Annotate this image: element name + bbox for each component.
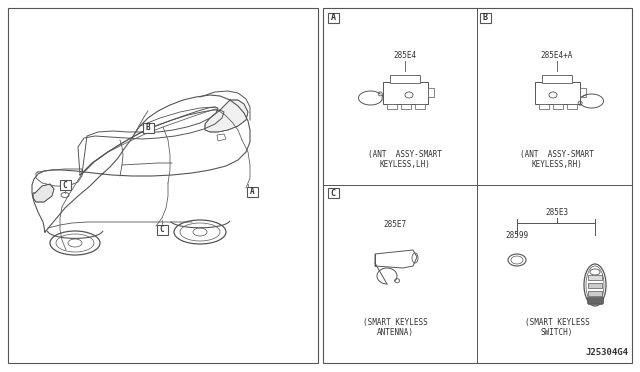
Text: 285E4: 285E4 (394, 51, 417, 60)
Text: C: C (330, 189, 335, 198)
Bar (588, 299, 602, 304)
Bar (553, 104, 563, 109)
Text: 28599: 28599 (506, 231, 529, 240)
Bar (8, 8, 318, 363)
Bar (328, 13, 339, 23)
Text: A: A (330, 13, 335, 22)
Bar (143, 123, 154, 133)
Text: 285E4+A: 285E4+A (541, 51, 573, 60)
Text: A: A (250, 187, 254, 196)
Text: B: B (483, 13, 488, 22)
Bar (587, 297, 603, 303)
Bar (567, 104, 577, 109)
Bar (401, 104, 411, 109)
Text: C: C (63, 180, 67, 189)
Text: 285E3: 285E3 (545, 208, 568, 217)
Text: (ANT  ASSY-SMART: (ANT ASSY-SMART (368, 150, 442, 159)
Text: J25304G4: J25304G4 (585, 348, 628, 357)
Bar (588, 275, 602, 280)
Polygon shape (33, 184, 54, 202)
Text: ANTENNA): ANTENNA) (376, 328, 413, 337)
Bar (588, 283, 602, 288)
Text: (ANT  ASSY-SMART: (ANT ASSY-SMART (520, 150, 594, 159)
Bar (387, 104, 397, 109)
Bar (328, 188, 339, 198)
Bar (246, 187, 257, 197)
Bar (157, 225, 168, 235)
Text: (SMART KEYLESS: (SMART KEYLESS (363, 318, 428, 327)
Bar (539, 104, 549, 109)
Bar (579, 88, 586, 97)
Text: KEYLESS,LH): KEYLESS,LH) (380, 160, 431, 169)
Bar (390, 75, 420, 83)
Text: 285E7: 285E7 (383, 220, 406, 229)
Text: C: C (160, 225, 164, 234)
Bar (588, 291, 602, 296)
Bar (415, 104, 425, 109)
Polygon shape (217, 134, 226, 141)
Bar (383, 82, 428, 104)
Bar (479, 13, 490, 23)
Text: (SMART KEYLESS: (SMART KEYLESS (525, 318, 589, 327)
Polygon shape (205, 100, 248, 132)
Bar (323, 8, 632, 363)
Bar (60, 180, 70, 190)
Text: B: B (146, 124, 150, 132)
Bar (534, 82, 579, 104)
Text: KEYLESS,RH): KEYLESS,RH) (532, 160, 582, 169)
Text: SWITCH): SWITCH) (541, 328, 573, 337)
Bar (428, 88, 433, 97)
Bar (542, 75, 572, 83)
